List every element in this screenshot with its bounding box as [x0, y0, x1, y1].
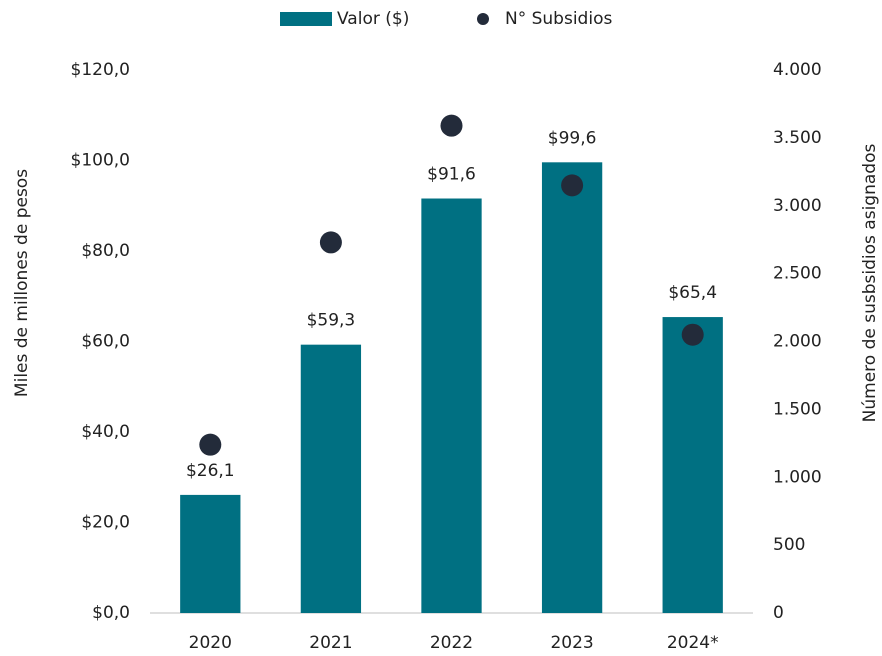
y-tick-label: $80,0 — [81, 241, 130, 261]
data-point — [561, 174, 584, 197]
legend-label: N° Subsidios — [505, 9, 612, 29]
x-tick-label: 2021 — [309, 633, 352, 653]
x-tick-label: 2022 — [430, 633, 473, 653]
bar — [662, 317, 723, 613]
x-tick-label: 2023 — [550, 633, 593, 653]
data-label: $59,3 — [307, 311, 356, 331]
y-tick-label: $40,0 — [81, 422, 130, 442]
bar — [421, 198, 482, 613]
y-tick-label: $20,0 — [81, 513, 130, 533]
legend-swatch — [477, 13, 489, 25]
legend-label: Valor ($) — [337, 9, 409, 29]
legend-swatch — [280, 12, 332, 26]
data-label: $65,4 — [668, 283, 717, 303]
y2-tick-label: 2.000 — [773, 332, 822, 352]
y2-tick-label: 3.500 — [773, 128, 822, 148]
y-tick-label: $60,0 — [81, 332, 130, 352]
y2-tick-label: 0 — [773, 603, 784, 623]
data-point — [440, 114, 463, 137]
data-label: $26,1 — [186, 461, 235, 481]
data-label: $99,6 — [548, 128, 597, 148]
y2-tick-label: 2.500 — [773, 264, 822, 284]
x-tick-label: 2024* — [667, 633, 719, 653]
bar — [180, 494, 241, 613]
y-tick-label: $0,0 — [92, 603, 130, 623]
y2-tick-label: 1.500 — [773, 399, 822, 419]
x-tick-label: 2020 — [189, 633, 232, 653]
data-point — [199, 433, 222, 456]
y2-tick-label: 3.000 — [773, 196, 822, 216]
y2-axis-label: Número de susbsidios asignados — [860, 144, 880, 423]
data-label: $91,6 — [427, 165, 476, 185]
bar — [541, 162, 603, 613]
y2-tick-label: 500 — [773, 535, 805, 555]
y-axis-label: Miles de millones de pesos — [12, 169, 32, 397]
data-point — [319, 231, 342, 254]
y-tick-label: $120,0 — [71, 60, 130, 80]
bar — [300, 344, 362, 613]
y2-tick-label: 1.000 — [773, 467, 822, 487]
y2-tick-label: 4.000 — [773, 60, 822, 80]
data-point — [681, 323, 704, 346]
y-tick-label: $100,0 — [71, 151, 130, 171]
